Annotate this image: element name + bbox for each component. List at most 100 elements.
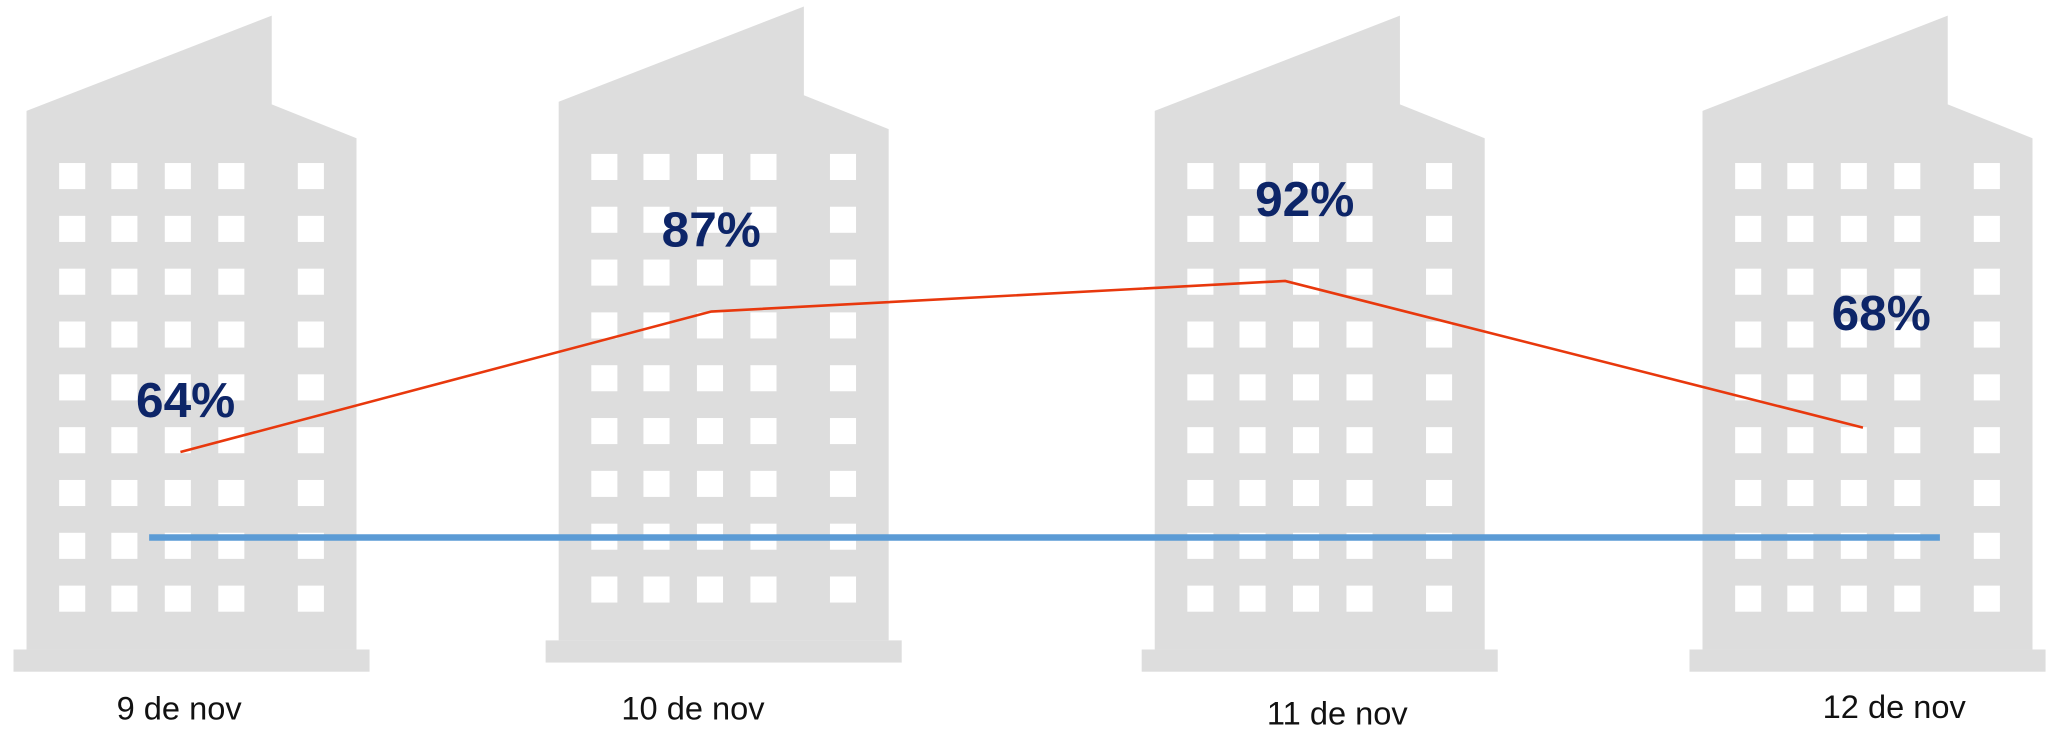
window <box>1187 480 1213 506</box>
window <box>1735 586 1761 612</box>
window <box>643 260 669 286</box>
window <box>1426 322 1452 348</box>
window <box>111 269 137 295</box>
window <box>697 365 723 391</box>
data-line <box>180 281 1863 452</box>
window <box>111 427 137 453</box>
category-label: 10 de nov <box>621 689 765 726</box>
window <box>1346 480 1372 506</box>
buildings <box>13 7 2045 672</box>
window <box>830 312 856 338</box>
window <box>830 365 856 391</box>
window <box>1787 427 1813 453</box>
window <box>830 471 856 497</box>
category-label: 12 de nov <box>1823 688 1967 725</box>
window <box>165 322 191 348</box>
window <box>111 374 137 400</box>
window <box>830 207 856 233</box>
window <box>1894 374 1920 400</box>
window <box>591 154 617 180</box>
window <box>1787 480 1813 506</box>
window <box>1187 586 1213 612</box>
window <box>1426 269 1452 295</box>
window <box>1894 216 1920 242</box>
window <box>111 533 137 559</box>
window <box>1293 374 1319 400</box>
window <box>1240 480 1266 506</box>
window <box>591 207 617 233</box>
window <box>59 322 85 348</box>
window <box>1974 269 2000 295</box>
window <box>298 322 324 348</box>
window <box>830 154 856 180</box>
window <box>1974 586 2000 612</box>
window <box>1974 322 2000 348</box>
window <box>1841 374 1867 400</box>
window <box>1974 480 2000 506</box>
window <box>165 586 191 612</box>
window <box>750 312 776 338</box>
window <box>643 365 669 391</box>
window <box>1787 269 1813 295</box>
window <box>1787 374 1813 400</box>
window <box>591 576 617 602</box>
window <box>1293 586 1319 612</box>
window <box>165 269 191 295</box>
window <box>1240 586 1266 612</box>
window <box>218 269 244 295</box>
window <box>591 260 617 286</box>
window <box>1346 322 1372 348</box>
window <box>218 216 244 242</box>
window <box>298 480 324 506</box>
window <box>59 216 85 242</box>
window <box>697 576 723 602</box>
window <box>298 163 324 189</box>
window <box>591 312 617 338</box>
building-base <box>1689 650 2045 672</box>
window <box>1787 216 1813 242</box>
window <box>1187 322 1213 348</box>
window <box>111 216 137 242</box>
value-label: 68% <box>1832 285 1931 341</box>
window <box>298 427 324 453</box>
window <box>111 163 137 189</box>
window <box>165 480 191 506</box>
window <box>1187 427 1213 453</box>
category-label: 11 de nov <box>1267 695 1408 732</box>
window <box>1346 374 1372 400</box>
window <box>1426 374 1452 400</box>
window <box>1894 427 1920 453</box>
window <box>298 586 324 612</box>
window <box>591 418 617 444</box>
window <box>1293 269 1319 295</box>
window <box>1974 374 2000 400</box>
window <box>1787 586 1813 612</box>
window <box>830 260 856 286</box>
window <box>1735 163 1761 189</box>
window <box>1293 480 1319 506</box>
window <box>1293 322 1319 348</box>
window <box>830 418 856 444</box>
window <box>1735 216 1761 242</box>
window <box>750 365 776 391</box>
window <box>1346 427 1372 453</box>
window <box>1894 163 1920 189</box>
window <box>1841 427 1867 453</box>
window <box>697 471 723 497</box>
window <box>1426 427 1452 453</box>
window <box>1240 374 1266 400</box>
window <box>1240 427 1266 453</box>
window <box>1787 322 1813 348</box>
window <box>750 260 776 286</box>
window <box>1346 269 1372 295</box>
window <box>59 586 85 612</box>
window <box>1787 163 1813 189</box>
window <box>1841 586 1867 612</box>
window <box>1187 216 1213 242</box>
window <box>218 586 244 612</box>
window <box>1974 427 2000 453</box>
window <box>697 312 723 338</box>
window <box>59 269 85 295</box>
window <box>697 418 723 444</box>
window <box>1187 269 1213 295</box>
